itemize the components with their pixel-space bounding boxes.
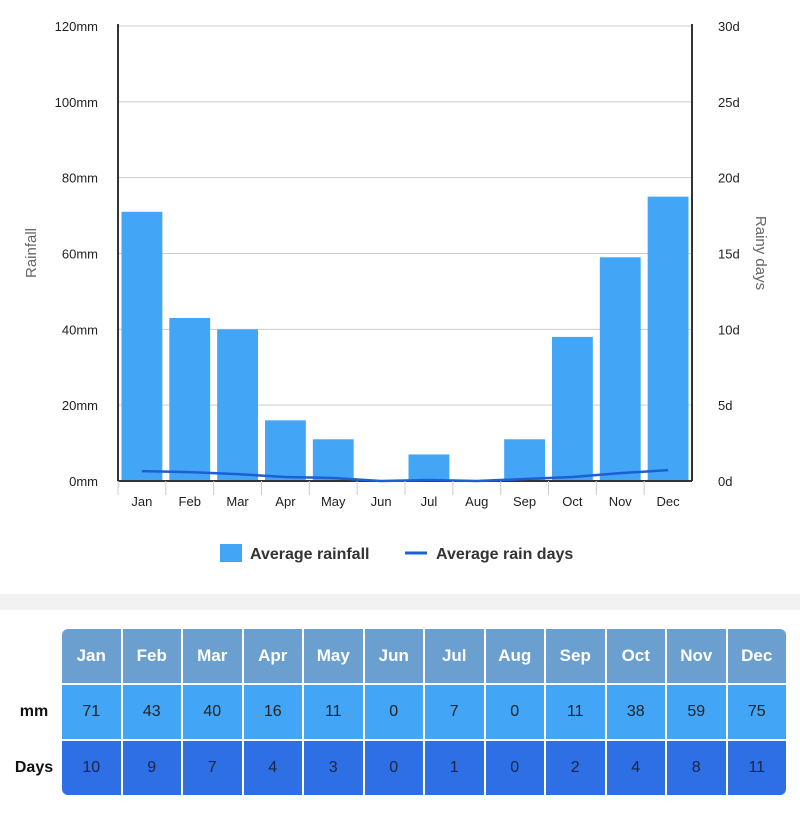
row-label-mm: mm (8, 685, 60, 739)
days-cell: 10 (62, 741, 121, 795)
month-header: Nov (667, 629, 726, 683)
y2-tick-label: 0d (718, 474, 732, 489)
mm-cell: 43 (122, 685, 181, 739)
y-tick-label: 0mm (69, 474, 98, 489)
y-tick-label: 20mm (62, 398, 98, 413)
rainfall-chart: 0mm 0d 20mm 5d 40mm 10d 60mm 15d 80mm 20d 100mm 25d… (23, 19, 769, 563)
x-tick-label: Aug (465, 494, 488, 509)
rainfall-bar (121, 211, 163, 481)
month-header: Oct (606, 629, 665, 683)
y2-tick-label: 25d (718, 95, 740, 110)
month-header: Apr (243, 629, 302, 683)
month-header: Jun (364, 629, 423, 683)
x-tick-label: May (321, 494, 346, 509)
days-cell: 3 (304, 741, 363, 795)
y-axis-title: Rainfall (23, 228, 40, 278)
days-cell: 0 (485, 741, 544, 795)
rainfall-bar (552, 336, 593, 481)
x-tick-label: Dec (657, 494, 681, 509)
days-cell: 4 (606, 741, 665, 795)
x-tick-label: Mar (226, 494, 249, 509)
month-header: Jan (62, 629, 121, 683)
y2-tick-label: 5d (718, 398, 732, 413)
divider (0, 594, 800, 610)
days-cell: 11 (727, 741, 786, 795)
rainfall-bar (217, 329, 258, 481)
mm-cell: 75 (727, 685, 786, 739)
x-tick-label: Apr (275, 494, 296, 509)
rainfall-bar (312, 439, 354, 481)
y-tick-label: 100mm (55, 95, 98, 110)
month-header: May (304, 629, 363, 683)
mm-cell: 40 (183, 685, 242, 739)
y2-tick-label: 20d (718, 171, 740, 186)
x-tick-label: Nov (609, 494, 633, 509)
y2-axis-title: Rainy days (752, 216, 769, 290)
days-cell: 7 (183, 741, 242, 795)
month-header: Sep (546, 629, 605, 683)
days-cell: 9 (122, 741, 181, 795)
rainfall-bar (599, 257, 641, 481)
rainfall-bar (169, 317, 211, 481)
days-cell: 0 (364, 741, 423, 795)
x-tick-label: Oct (562, 494, 583, 509)
month-header: Dec (727, 629, 786, 683)
rainfall-table: Jan Feb Mar Apr May Jun Jul Aug Sep Oct Nov Dec mm 7… (6, 627, 788, 797)
mm-cell: 11 (304, 685, 363, 739)
month-header: Feb (122, 629, 181, 683)
legend-label-rain-days: Average rain days (436, 546, 573, 563)
x-tick-label: Feb (179, 494, 201, 509)
month-header: Mar (183, 629, 242, 683)
y2-tick-label: 10d (718, 322, 740, 337)
days-cell: 2 (546, 741, 605, 795)
x-tick-label: Sep (513, 494, 536, 509)
x-tick-label: Jun (371, 494, 392, 509)
days-cell: 1 (425, 741, 484, 795)
rainfall-bar (265, 420, 306, 481)
mm-cell: 38 (606, 685, 665, 739)
y2-tick-label: 15d (718, 247, 740, 262)
rain-days-line (141, 468, 669, 483)
rainfall-bar (408, 454, 450, 481)
days-cell: 4 (243, 741, 302, 795)
row-label-days: Days (8, 741, 60, 795)
x-tick-label: Jan (131, 494, 152, 509)
x-tick-label: Jul (421, 494, 438, 509)
y-tick-label: 40mm (62, 322, 98, 337)
mm-cell: 71 (62, 685, 121, 739)
rainfall-bar (504, 439, 545, 481)
mm-cell: 0 (364, 685, 423, 739)
y-tick-label: 120mm (55, 19, 98, 34)
month-header: Aug (485, 629, 544, 683)
mm-cell: 59 (667, 685, 726, 739)
y-tick-label: 80mm (62, 171, 98, 186)
mm-cell: 0 (485, 685, 544, 739)
mm-cell: 7 (425, 685, 484, 739)
mm-cell: 16 (243, 685, 302, 739)
days-cell: 8 (667, 741, 726, 795)
legend-label-rainfall: Average rainfall (250, 546, 369, 563)
rainfall-bar (647, 196, 689, 481)
y2-tick-label: 30d (718, 19, 740, 34)
month-header: Jul (425, 629, 484, 683)
legend-bar-swatch (220, 544, 242, 562)
mm-cell: 11 (546, 685, 605, 739)
y-tick-label: 60mm (62, 247, 98, 262)
